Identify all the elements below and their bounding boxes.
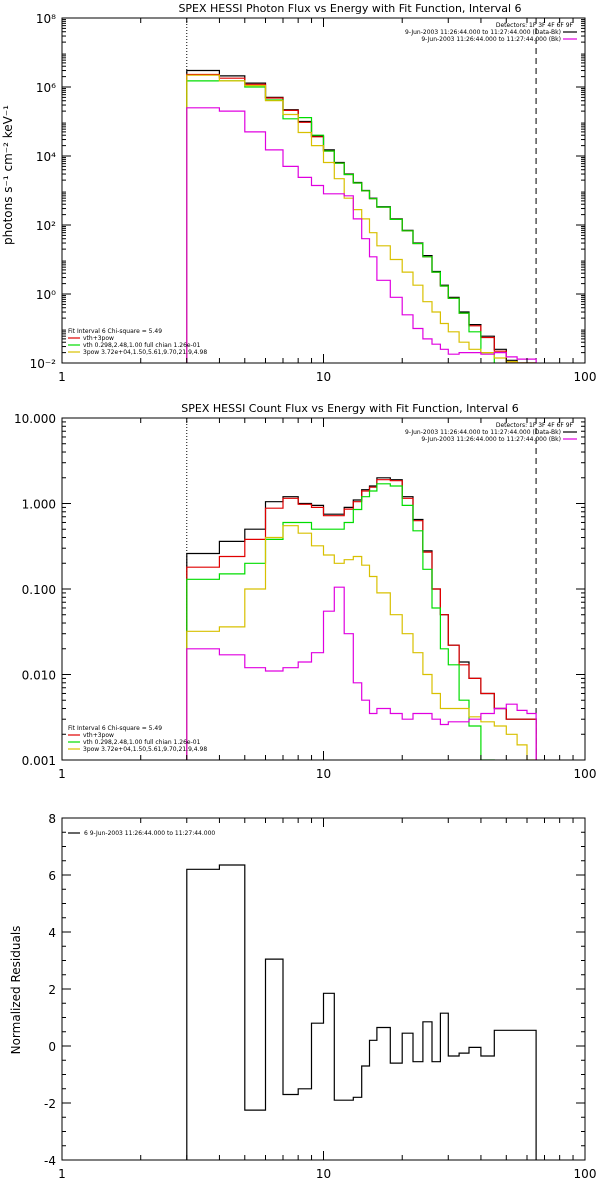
series-group <box>186 477 537 760</box>
legend-top-header: Detectors: 1F 3F 4F 6F 9F <box>496 422 574 429</box>
panel-3-plot-area: 1 10 100 -4 -2 0 2 4 6 8 6 9-Jun-2003 11:26:44.000… <box>44 812 596 1181</box>
legend-bottom-entry: 3pow 3.72e+04,1.50,5.61,9.70,21.9,4.98 <box>83 349 207 356</box>
x-tick-label: 1 <box>58 1167 66 1181</box>
series-line-3 <box>186 525 537 760</box>
x-tick-label: 1 <box>58 370 66 384</box>
series-group <box>186 69 537 363</box>
panel-2-plot-area: 1 10 100 0.001 0.010 0.100 1.000 10.000 Detector… <box>14 412 596 781</box>
legend-entry: 6 9-Jun-2003 11:26:44.000 to 11:27:44.00… <box>84 830 215 837</box>
legend-top-entry: 9-Jun-2003 11:26:44.000 to 11:27:44.000 … <box>405 429 561 436</box>
legend-top-entry: 9-Jun-2003 11:26:44.000 to 11:27:44.000 … <box>421 36 561 43</box>
y-tick-label: -4 <box>44 1154 56 1168</box>
y-tick-label: 0.100 <box>22 583 56 597</box>
legend-bottom-entry: 3pow 3.72e+04,1.50,5.61,9.70,21.9,4.98 <box>83 746 207 753</box>
legend-bottom-entry: vth 0.298,2.48,1.00 full chian 1.26e-01 <box>83 739 201 746</box>
y-tick-label: 10⁶ <box>36 81 56 95</box>
y-tick-label: 10² <box>36 219 56 233</box>
legend-top-entry: 9-Jun-2003 11:26:44.000 to 11:27:44.000 … <box>421 436 561 443</box>
y-tick-label: 10⁰ <box>36 288 56 302</box>
y-tick-label: 1.000 <box>22 498 56 512</box>
residuals-panel: Normalized Residuals 1 10 100 -4 -2 0 2 4 6 8 6 9-… <box>9 812 596 1181</box>
panel-1-title: SPEX HESSI Photon Flux vs Energy with Fi… <box>178 2 521 15</box>
y-tick-label: 6 <box>48 869 56 883</box>
series-line-4 <box>186 107 537 363</box>
count-flux-panel: SPEX HESSI Count Flux vs Energy with Fit… <box>14 402 596 781</box>
y-tick-label: 0.001 <box>22 754 56 768</box>
legend-bottom-entry: vth+3pow <box>83 732 114 739</box>
y-tick-label: 10⁴ <box>36 150 56 164</box>
x-tick-label: 100 <box>574 370 597 384</box>
y-tick-label: 4 <box>48 926 56 940</box>
series-line-1 <box>186 479 537 760</box>
x-tick-label: 10 <box>316 767 331 781</box>
y-tick-label: 0 <box>48 1040 56 1054</box>
panel-3-ylabel: Normalized Residuals <box>9 926 23 1055</box>
x-tick-label: 1 <box>58 767 66 781</box>
x-tick-label: 100 <box>574 1167 597 1181</box>
series-line-3 <box>186 74 537 363</box>
photon-flux-panel: SPEX HESSI Photon Flux vs Energy with Fi… <box>1 2 596 384</box>
y-tick-label: 2 <box>48 983 56 997</box>
panel-2-title: SPEX HESSI Count Flux vs Energy with Fit… <box>181 402 518 415</box>
y-tick-label: -2 <box>44 1097 56 1111</box>
series-line-2 <box>186 80 537 363</box>
series-line-0 <box>186 864 537 1160</box>
y-tick-label: 10⁸ <box>36 12 56 26</box>
panel-1-ylabel: photons s⁻¹ cm⁻² keV⁻¹ <box>1 105 15 245</box>
y-tick-label: 0.010 <box>22 669 56 683</box>
series-group <box>186 864 537 1160</box>
x-tick-label: 10 <box>316 370 331 384</box>
legend-top-header: Detectors: 1F 3F 4F 6F 9F <box>496 22 574 29</box>
y-tick-label: 10.000 <box>14 412 56 426</box>
legend-bottom-entry: vth+3pow <box>83 335 114 342</box>
y-tick-label: 8 <box>48 812 56 826</box>
series-line-4 <box>186 586 537 760</box>
panel-1-plot-area: 1 10 100 10⁻² 10⁰ 10² 10⁴ 10⁶ 10⁸ Detectors: 1F 3… <box>30 12 597 384</box>
x-tick-label: 100 <box>574 767 597 781</box>
legend-bottom-entry: vth 0.298,2.48,1.00 full chian 1.26e-01 <box>83 342 201 349</box>
legend-top-entry: 9-Jun-2003 11:26:44.000 to 11:27:44.000 … <box>405 29 561 36</box>
y-tick-label: 10⁻² <box>30 357 57 371</box>
legend-bottom-header: Fit Interval 6 Chi-square = 5.49 <box>68 725 162 732</box>
x-tick-label: 10 <box>316 1167 331 1181</box>
legend-bottom-header: Fit Interval 6 Chi-square = 5.49 <box>68 328 162 335</box>
